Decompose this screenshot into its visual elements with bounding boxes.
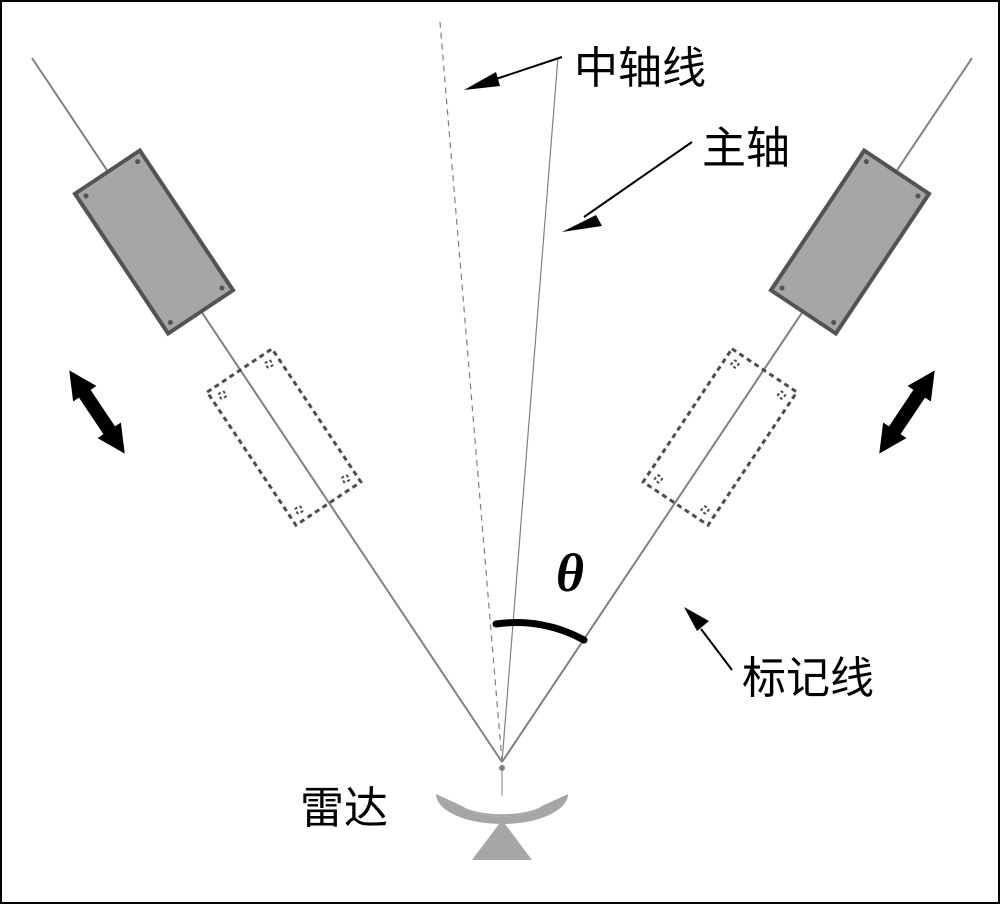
theta-arc <box>496 623 584 640</box>
diagram-svg <box>2 2 1000 906</box>
diagram-canvas: 中轴线 主轴 标记线 雷达 θ <box>0 0 1000 904</box>
main-axis-arrow <box>562 142 692 232</box>
target-box-left <box>75 150 233 333</box>
radar-label: 雷达 <box>300 772 388 836</box>
theta-symbol: θ <box>556 542 584 604</box>
motion-arrow-right <box>868 363 947 462</box>
radar-icon <box>436 765 568 860</box>
center-axis-line <box>440 22 502 762</box>
main-axis-label: 主轴 <box>702 112 790 176</box>
center-axis-arrow <box>464 57 562 90</box>
marking-line-arrow <box>684 607 732 670</box>
main-axis-line <box>502 57 558 762</box>
center-axis-label: 中轴线 <box>574 32 706 96</box>
target-box-right <box>771 150 929 333</box>
marking-line-label: 标记线 <box>742 642 874 706</box>
motion-arrow-left <box>58 363 137 462</box>
